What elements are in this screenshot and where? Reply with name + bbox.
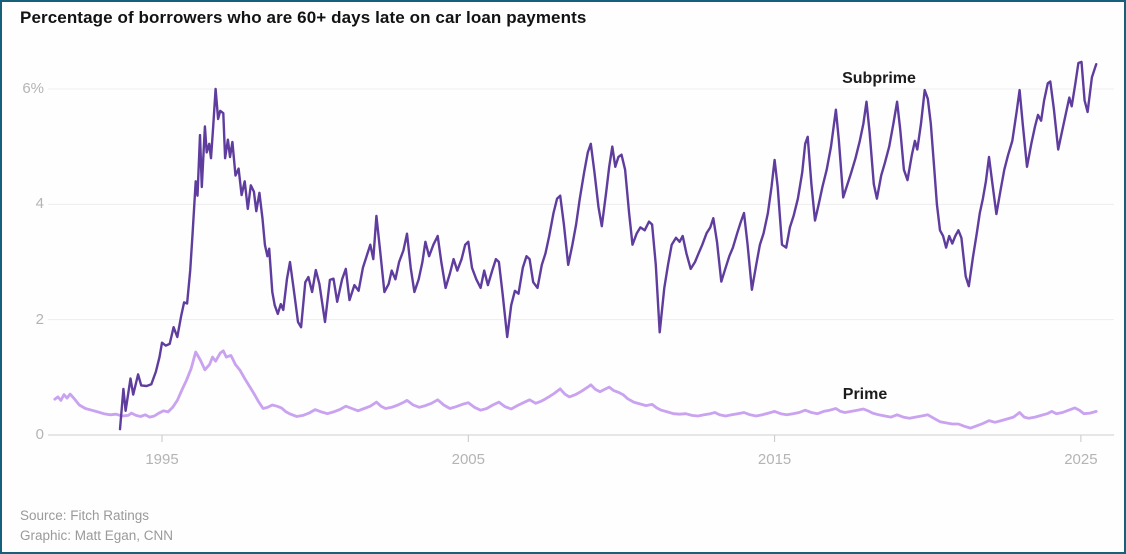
x-axis-tick-label: 2025: [1064, 451, 1098, 468]
source-note: Source: Fitch Ratings: [20, 508, 150, 523]
footer-notes: Source: Fitch Ratings Graphic: Matt Egan…: [20, 506, 173, 546]
x-axis-tick-label: 1995: [145, 451, 179, 468]
chart-title: Percentage of borrowers who are 60+ days…: [20, 8, 587, 27]
y-axis-tick-label: 4: [35, 195, 44, 213]
y-axis-tick-label: 0: [35, 426, 44, 443]
credit-note: Graphic: Matt Egan, CNN: [20, 528, 174, 543]
x-axis-tick-label: 2015: [757, 451, 792, 468]
series-line-subprime: [118, 60, 1098, 431]
y-axis-tick-label: 2: [35, 310, 44, 328]
x-axis-tick-label: 2005: [451, 451, 485, 468]
y-axis-tick-label: 6%: [22, 79, 44, 97]
series-label-subprime: Subprime: [842, 70, 916, 87]
series-line-prime: [53, 349, 1098, 430]
series-label-prime: Prime: [842, 386, 888, 403]
